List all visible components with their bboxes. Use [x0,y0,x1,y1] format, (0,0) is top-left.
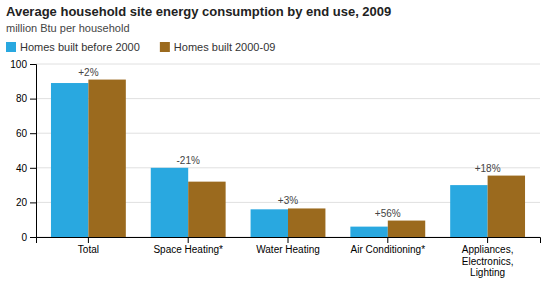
tick: 40 [16,163,36,174]
bar [350,227,387,237]
legend-item: Homes built 2000-09 [160,41,276,53]
tick-mark [30,168,36,169]
y-axis: 0 20 40 60 80 100 [10,59,36,243]
tick-label: 0 [21,232,27,243]
bars [51,80,525,237]
tick-label: 100 [10,59,27,70]
bar [488,176,525,237]
annotations: +2% -21% +3% +56% +18% [78,67,500,219]
tick-label: Space Heating* [153,244,223,255]
tick: 80 [16,93,36,104]
tick-mark [387,237,388,243]
tick: 0 [21,232,36,243]
tick: Appliances,Electronics,Lighting [462,237,514,278]
grid [36,64,540,237]
bar [51,83,88,237]
title: Average household site energy consumptio… [6,4,391,19]
tick: Space Heating* [153,237,223,255]
annotation: -21% [177,155,200,166]
bar [450,185,487,237]
tick-mark [487,237,488,243]
tick: 100 [10,59,36,70]
legend-swatch [6,42,16,52]
axis-line [37,238,541,244]
tick-mark [188,237,189,243]
tick-label: 40 [16,163,28,174]
axis-line [30,65,37,238]
tick: 60 [16,128,36,139]
tick-mark [88,237,89,243]
annotation: +3% [278,195,298,206]
bar [288,208,325,237]
tick-label: Appliances,Electronics,Lighting [462,244,514,278]
tick-label: Water Heating [256,244,320,255]
legend-swatch [160,42,170,52]
bar [88,80,125,237]
annotation: +2% [78,67,98,78]
subtitle: million Btu per household [6,22,130,34]
bar [188,182,225,237]
x-axis: Total Space Heating* Water Heating Air Cond… [37,237,541,278]
bar [151,168,188,237]
plot: 0 20 40 60 80 100 Total Space Heating* Water Hea… [10,59,540,278]
tick-mark [30,64,36,65]
tick-label: 20 [16,197,28,208]
tick-label: 80 [16,93,28,104]
tick-label: 60 [16,128,28,139]
chart: Average household site energy consumptio… [0,0,555,283]
tick: Air Conditioning* [351,237,426,255]
bar [388,221,425,237]
legend: Homes built before 2000 Homes built 2000-… [6,41,275,53]
tick: 20 [16,197,36,208]
annotation: +56% [375,208,401,219]
tick: Total [78,237,99,255]
tick-label: Total [78,244,99,255]
legend-item: Homes built before 2000 [6,41,140,53]
bar-series [88,80,525,237]
tick: Water Heating [256,237,320,255]
bar [251,209,288,237]
tick-mark [30,99,36,100]
tick-mark [30,133,36,134]
legend-label: Homes built before 2000 [20,41,140,53]
annotation: +18% [475,163,501,174]
tick-mark [30,202,36,203]
grid-line [36,64,540,65]
tick-mark [30,237,36,238]
tick-mark [288,237,289,243]
legend-label: Homes built 2000-09 [174,41,276,53]
tick-label: Air Conditioning* [351,244,426,255]
